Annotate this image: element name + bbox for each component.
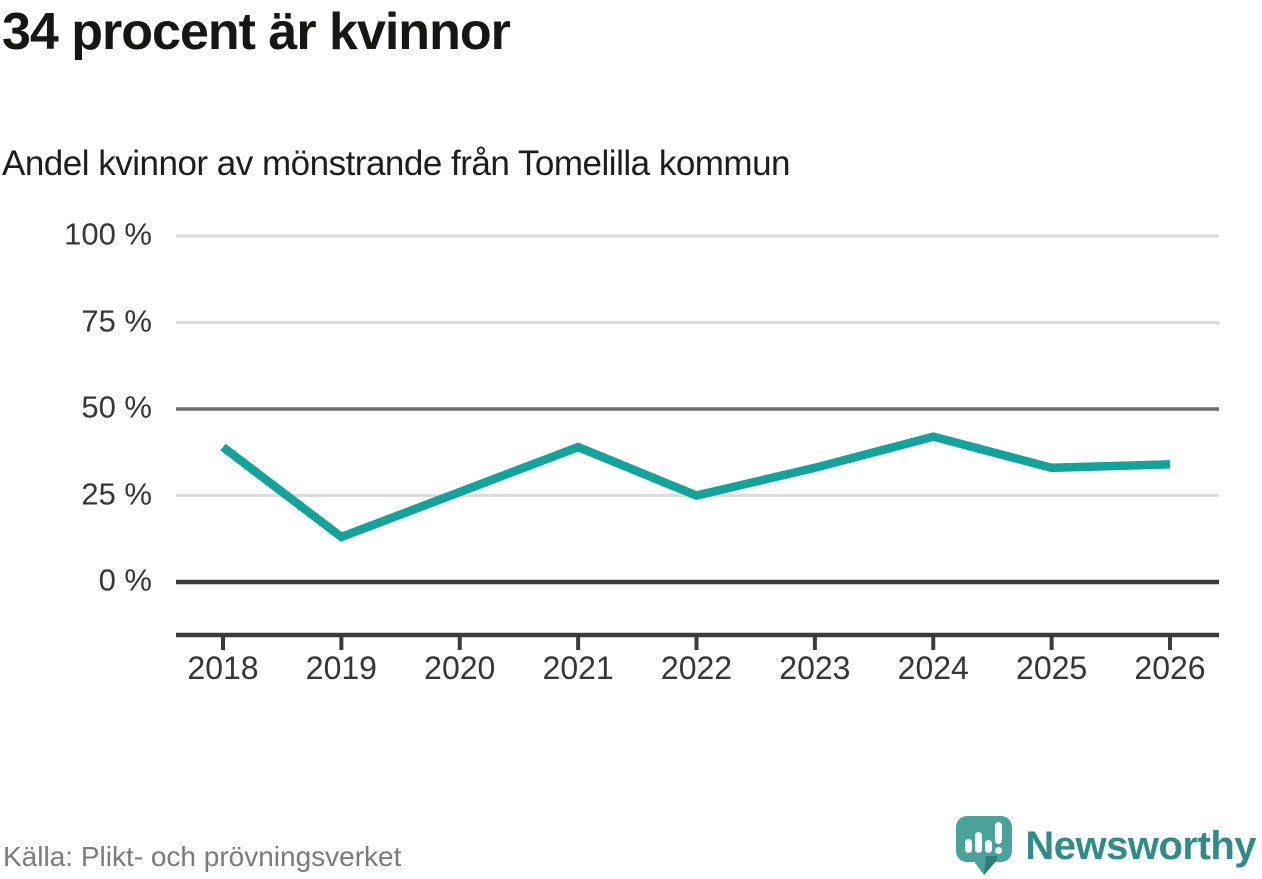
newsworthy-speech-bubble-bar-chart-icon [956,816,1013,875]
chart-subtitle: Andel kvinnor av mönstrande från Tomelil… [2,144,791,183]
y-axis-tick-label: 50 % [81,389,152,425]
x-axis-tick-label: 2023 [779,650,851,686]
y-axis-tick-label: 75 % [81,303,152,339]
newsworthy-logo: Newsworthy [956,816,1256,876]
y-axis-tick-label: 25 % [81,476,152,512]
brand-name: Newsworthy [1025,823,1256,868]
chart-title: 34 procent är kvinnor [2,3,511,61]
x-axis-tick-label: 2019 [305,650,377,686]
x-axis-tick-label: 2018 [187,650,259,686]
x-axis-tick-label: 2026 [1134,650,1206,686]
x-axis-tick-label: 2022 [660,650,733,686]
y-axis-tick-label: 0 % [98,562,152,598]
x-axis-tick-label: 2021 [542,650,614,686]
x-axis-tick-label: 2024 [897,650,969,686]
data-line-andel-kvinnor-av-m-nstrande [220,432,1171,542]
source-note: Källa: Plikt- och prövningsverket [3,841,402,872]
x-axis-tick-label: 2020 [424,650,496,686]
y-axis-tick-label: 100 % [64,216,152,252]
x-axis-tick-label: 2025 [1016,650,1088,686]
